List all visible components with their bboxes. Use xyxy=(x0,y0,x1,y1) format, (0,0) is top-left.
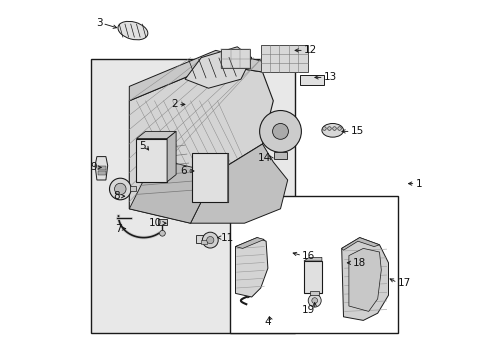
Text: 15: 15 xyxy=(350,126,363,136)
Polygon shape xyxy=(185,47,251,88)
Circle shape xyxy=(109,178,131,200)
Bar xyxy=(158,219,167,225)
Polygon shape xyxy=(348,248,381,311)
Polygon shape xyxy=(129,158,215,223)
Circle shape xyxy=(159,230,165,236)
Ellipse shape xyxy=(118,21,147,40)
Text: 11: 11 xyxy=(221,233,234,243)
Bar xyxy=(98,171,106,175)
Polygon shape xyxy=(167,131,176,182)
Text: 17: 17 xyxy=(397,278,410,288)
Bar xyxy=(230,196,397,333)
Text: 16: 16 xyxy=(302,251,315,261)
Circle shape xyxy=(206,237,213,244)
Circle shape xyxy=(311,298,317,303)
Text: 9: 9 xyxy=(90,162,97,172)
Text: 13: 13 xyxy=(323,72,336,82)
Polygon shape xyxy=(136,131,176,139)
Text: 8: 8 xyxy=(113,191,120,201)
Circle shape xyxy=(337,127,341,130)
Bar xyxy=(201,240,206,244)
Text: 4: 4 xyxy=(264,317,271,327)
Bar xyxy=(192,153,228,202)
Polygon shape xyxy=(129,50,262,101)
Circle shape xyxy=(332,127,336,130)
Bar xyxy=(300,75,323,85)
Bar xyxy=(221,49,249,68)
Text: 2: 2 xyxy=(171,99,178,109)
Polygon shape xyxy=(235,238,264,248)
Text: 5: 5 xyxy=(139,141,145,151)
Bar xyxy=(196,235,204,243)
Text: 6: 6 xyxy=(180,166,186,176)
Text: 3: 3 xyxy=(96,18,102,28)
Text: 10: 10 xyxy=(148,218,162,228)
Polygon shape xyxy=(341,238,379,250)
Text: 14: 14 xyxy=(258,153,271,163)
Circle shape xyxy=(307,294,321,307)
Bar xyxy=(91,59,294,333)
Polygon shape xyxy=(235,238,267,297)
Text: 7: 7 xyxy=(115,224,122,234)
Text: 1: 1 xyxy=(415,179,421,189)
Text: 19: 19 xyxy=(301,305,314,315)
Text: 12: 12 xyxy=(303,45,317,55)
Bar xyxy=(310,291,319,295)
Text: 18: 18 xyxy=(352,258,365,268)
Ellipse shape xyxy=(321,123,343,137)
Bar xyxy=(273,152,286,159)
Bar xyxy=(98,166,106,170)
Polygon shape xyxy=(129,65,273,223)
Polygon shape xyxy=(95,157,107,180)
Bar xyxy=(136,139,167,182)
Circle shape xyxy=(202,232,218,248)
Bar xyxy=(130,186,136,191)
Polygon shape xyxy=(303,257,321,261)
Circle shape xyxy=(259,111,301,152)
Polygon shape xyxy=(341,238,387,320)
Bar xyxy=(260,45,307,72)
Circle shape xyxy=(322,127,325,130)
Circle shape xyxy=(272,123,288,139)
Circle shape xyxy=(327,127,330,130)
Circle shape xyxy=(114,183,126,195)
Polygon shape xyxy=(227,153,228,202)
Polygon shape xyxy=(190,144,287,223)
Bar xyxy=(303,261,321,293)
